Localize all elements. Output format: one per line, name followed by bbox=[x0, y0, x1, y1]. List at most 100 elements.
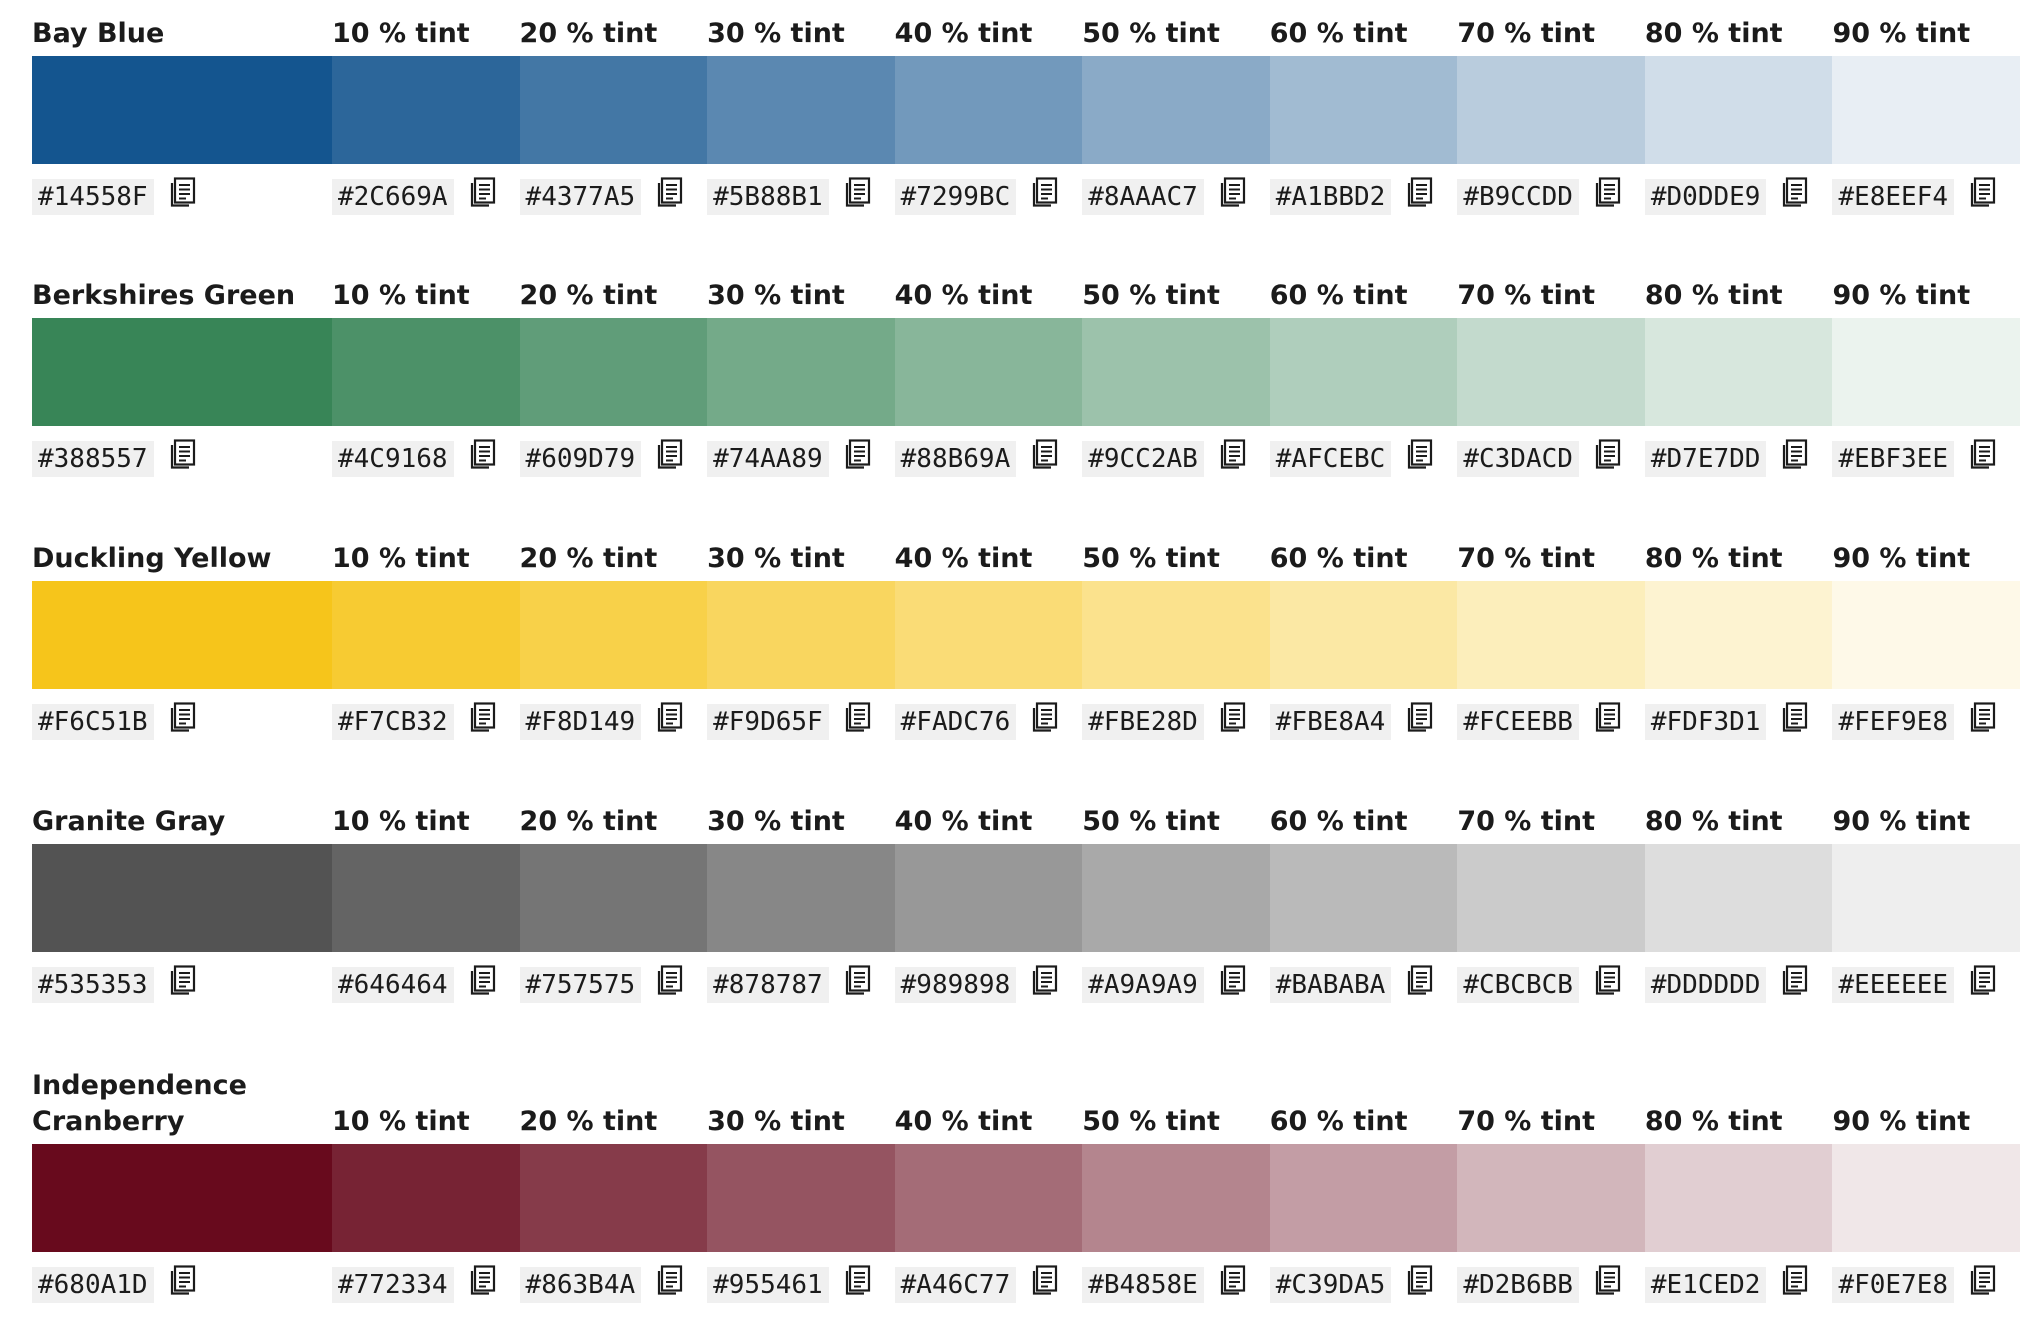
hex-code[interactable]: #F7CB32 bbox=[332, 704, 454, 740]
hex-code[interactable]: #FDF3D1 bbox=[1644, 704, 1767, 740]
copy-icon[interactable] bbox=[1970, 177, 1996, 207]
copy-icon[interactable] bbox=[170, 439, 196, 469]
hex-code[interactable]: #EBF3EE bbox=[1832, 441, 1955, 477]
copy-icon[interactable] bbox=[1032, 1265, 1058, 1295]
copy-icon[interactable] bbox=[470, 702, 496, 732]
hex-code[interactable]: #EEEEEE bbox=[1832, 967, 1955, 1003]
hex-code[interactable]: #878787 bbox=[707, 967, 829, 1003]
hex-code[interactable]: #D7E7DD bbox=[1644, 441, 1767, 477]
hex-code[interactable]: #4377A5 bbox=[519, 179, 642, 215]
copy-icon[interactable] bbox=[1782, 702, 1808, 732]
copy-icon[interactable] bbox=[470, 1265, 496, 1295]
hex-code[interactable]: #535353 bbox=[32, 967, 154, 1003]
copy-icon[interactable] bbox=[845, 439, 871, 469]
hex-code[interactable]: #7299BC bbox=[894, 179, 1017, 215]
copy-icon[interactable] bbox=[1032, 177, 1058, 207]
copy-icon[interactable] bbox=[1407, 177, 1433, 207]
hex-code[interactable]: #AFCEBC bbox=[1269, 441, 1392, 477]
hex-code[interactable]: #FADC76 bbox=[894, 704, 1017, 740]
hex-code[interactable]: #863B4A bbox=[519, 1267, 642, 1303]
copy-icon[interactable] bbox=[1220, 1265, 1246, 1295]
copy-icon[interactable] bbox=[170, 702, 196, 732]
copy-icon[interactable] bbox=[845, 177, 871, 207]
copy-icon[interactable] bbox=[1407, 965, 1433, 995]
copy-icon[interactable] bbox=[470, 965, 496, 995]
copy-icon[interactable] bbox=[1595, 965, 1621, 995]
copy-icon[interactable] bbox=[845, 702, 871, 732]
hex-code[interactable]: #D0DDE9 bbox=[1644, 179, 1767, 215]
hex-code[interactable]: #DDDDDD bbox=[1644, 967, 1767, 1003]
copy-icon[interactable] bbox=[470, 439, 496, 469]
copy-icon[interactable] bbox=[657, 965, 683, 995]
hex-code[interactable]: #B9CCDD bbox=[1457, 179, 1579, 215]
hex-code[interactable]: #4C9168 bbox=[332, 441, 454, 477]
hex-code[interactable]: #FBE8A4 bbox=[1269, 704, 1392, 740]
hex-code[interactable]: #772334 bbox=[332, 1267, 454, 1303]
copy-icon[interactable] bbox=[1407, 1265, 1433, 1295]
hex-code[interactable]: #BABABA bbox=[1269, 967, 1392, 1003]
hex-code[interactable]: #5B88B1 bbox=[707, 179, 829, 215]
copy-icon[interactable] bbox=[1970, 965, 1996, 995]
copy-icon[interactable] bbox=[1595, 1265, 1621, 1295]
hex-code[interactable]: #FBE28D bbox=[1082, 704, 1204, 740]
hex-code[interactable]: #2C669A bbox=[332, 179, 454, 215]
copy-icon[interactable] bbox=[1970, 1265, 1996, 1295]
hex-code[interactable]: #A1BBD2 bbox=[1269, 179, 1392, 215]
copy-icon[interactable] bbox=[1032, 439, 1058, 469]
hex-code[interactable]: #CBCBCB bbox=[1457, 967, 1579, 1003]
hex-code[interactable]: #9CC2AB bbox=[1082, 441, 1204, 477]
copy-icon[interactable] bbox=[657, 177, 683, 207]
hex-code[interactable]: #E8EEF4 bbox=[1832, 179, 1955, 215]
copy-icon[interactable] bbox=[1220, 702, 1246, 732]
copy-icon[interactable] bbox=[845, 965, 871, 995]
hex-code[interactable]: #F0E7E8 bbox=[1832, 1267, 1955, 1303]
hex-code[interactable]: #F6C51B bbox=[32, 704, 154, 740]
copy-icon[interactable] bbox=[1595, 439, 1621, 469]
hex-code[interactable]: #609D79 bbox=[519, 441, 642, 477]
hex-code[interactable]: #C39DA5 bbox=[1269, 1267, 1392, 1303]
hex-code[interactable]: #8AAAC7 bbox=[1082, 179, 1204, 215]
hex-code[interactable]: #A9A9A9 bbox=[1082, 967, 1204, 1003]
hex-code[interactable]: #C3DACD bbox=[1457, 441, 1579, 477]
hex-code[interactable]: #FEF9E8 bbox=[1832, 704, 1955, 740]
hex-code[interactable]: #14558F bbox=[32, 179, 154, 215]
hex-code[interactable]: #646464 bbox=[332, 967, 454, 1003]
copy-icon[interactable] bbox=[657, 702, 683, 732]
copy-icon[interactable] bbox=[1595, 702, 1621, 732]
hex-code[interactable]: #757575 bbox=[519, 967, 642, 1003]
copy-icon[interactable] bbox=[470, 177, 496, 207]
hex-code[interactable]: #955461 bbox=[707, 1267, 829, 1303]
copy-icon[interactable] bbox=[1220, 965, 1246, 995]
hex-code[interactable]: #989898 bbox=[894, 967, 1017, 1003]
copy-icon[interactable] bbox=[1970, 439, 1996, 469]
copy-icon[interactable] bbox=[1407, 439, 1433, 469]
copy-icon[interactable] bbox=[1782, 1265, 1808, 1295]
copy-icon[interactable] bbox=[657, 1265, 683, 1295]
copy-icon[interactable] bbox=[1407, 702, 1433, 732]
hex-code[interactable]: #F8D149 bbox=[519, 704, 642, 740]
copy-icon[interactable] bbox=[170, 1265, 196, 1295]
hex-code[interactable]: #74AA89 bbox=[707, 441, 829, 477]
copy-icon[interactable] bbox=[1782, 965, 1808, 995]
hex-code[interactable]: #E1CED2 bbox=[1644, 1267, 1767, 1303]
copy-icon[interactable] bbox=[1220, 177, 1246, 207]
hex-code[interactable]: #F9D65F bbox=[707, 704, 829, 740]
hex-code[interactable]: #388557 bbox=[32, 441, 154, 477]
copy-icon[interactable] bbox=[170, 965, 196, 995]
copy-icon[interactable] bbox=[1032, 965, 1058, 995]
copy-icon[interactable] bbox=[1782, 177, 1808, 207]
hex-code[interactable]: #FCEEBB bbox=[1457, 704, 1579, 740]
hex-code[interactable]: #B4858E bbox=[1082, 1267, 1204, 1303]
copy-icon[interactable] bbox=[1970, 702, 1996, 732]
copy-icon[interactable] bbox=[1595, 177, 1621, 207]
hex-code[interactable]: #88B69A bbox=[894, 441, 1017, 477]
hex-code[interactable]: #680A1D bbox=[32, 1267, 154, 1303]
copy-icon[interactable] bbox=[1220, 439, 1246, 469]
copy-icon[interactable] bbox=[1782, 439, 1808, 469]
copy-icon[interactable] bbox=[1032, 702, 1058, 732]
copy-icon[interactable] bbox=[657, 439, 683, 469]
hex-code[interactable]: #A46C77 bbox=[894, 1267, 1017, 1303]
copy-icon[interactable] bbox=[170, 177, 196, 207]
hex-code[interactable]: #D2B6BB bbox=[1457, 1267, 1579, 1303]
copy-icon[interactable] bbox=[845, 1265, 871, 1295]
